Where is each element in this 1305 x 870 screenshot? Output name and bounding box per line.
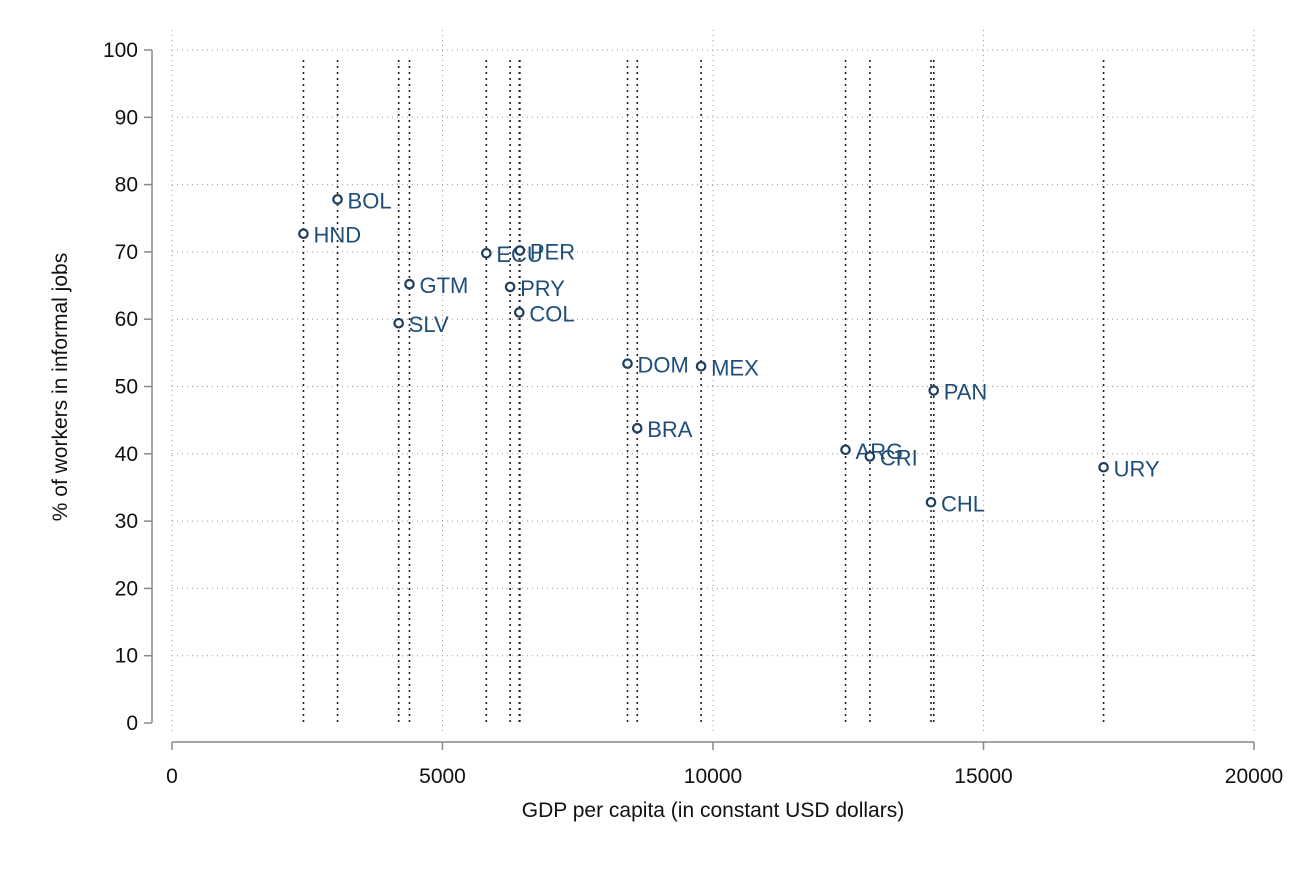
y-tick-label: 0 <box>126 712 138 735</box>
data-point-bra <box>631 422 643 434</box>
point-label-gtm: GTM <box>419 273 468 298</box>
data-point-chl <box>925 496 937 508</box>
data-points: HNDBOLSLVGTMECUPRYPERCOLDOMBRAMEXARGCRIC… <box>298 188 1160 516</box>
data-point-hnd <box>298 228 309 240</box>
y-tick-label: 100 <box>103 39 138 62</box>
data-point-slv <box>393 317 404 329</box>
point-label-cri: CRI <box>880 445 918 470</box>
y-tick-label: 40 <box>115 443 138 466</box>
x-tick-label: 15000 <box>954 765 1012 788</box>
data-point-dom <box>622 358 633 369</box>
data-point-gtm <box>404 278 415 290</box>
point-label-bra: BRA <box>647 417 693 442</box>
y-tick-label: 80 <box>115 174 138 197</box>
point-label-slv: SLV <box>409 312 449 337</box>
y-tick-label: 20 <box>115 577 138 600</box>
point-label-arg: ARG <box>856 439 904 464</box>
point-label-pan: PAN <box>944 380 988 405</box>
point-label-mex: MEX <box>711 355 759 380</box>
axes: 0 10 20 30 40 50 60 70 80 90 100 0 5000 10000 15000 200… <box>103 39 1283 788</box>
point-label-per: PER <box>530 240 575 265</box>
y-axis-title: % of workers in informal jobs <box>49 253 72 521</box>
point-label-pry: PRY <box>520 276 565 301</box>
data-point-per <box>514 245 526 256</box>
point-label-bol: BOL <box>348 188 392 213</box>
x-tick-label: 0 <box>166 765 178 788</box>
y-tick-label: 90 <box>115 106 138 129</box>
data-point-mex <box>695 361 707 372</box>
y-tick-label: 10 <box>115 645 138 668</box>
y-tick-label: 30 <box>115 510 138 533</box>
grid-layer <box>171 30 1255 735</box>
y-tick-label: 70 <box>115 241 138 264</box>
x-axis-title: GDP per capita (in constant USD dollars) <box>522 799 904 822</box>
data-point-col <box>514 307 525 318</box>
x-tick-label: 20000 <box>1225 765 1283 788</box>
data-point-arg <box>840 444 851 456</box>
y-tick-label: 50 <box>115 376 138 399</box>
point-label-col: COL <box>529 301 574 326</box>
point-label-hnd: HND <box>313 223 361 248</box>
data-point-ury <box>1098 461 1109 473</box>
point-label-ury: URY <box>1114 456 1160 481</box>
y-tick-label: 60 <box>115 308 138 331</box>
x-tick-label: 10000 <box>684 765 742 788</box>
point-label-chl: CHL <box>941 491 985 516</box>
data-point-pry <box>504 281 516 293</box>
data-point-bol <box>332 194 343 205</box>
data-point-pan <box>928 385 940 396</box>
x-tick-label: 5000 <box>419 765 466 788</box>
data-point-cri <box>864 451 876 462</box>
point-label-dom: DOM <box>638 353 689 378</box>
data-point-ecu <box>481 247 492 259</box>
